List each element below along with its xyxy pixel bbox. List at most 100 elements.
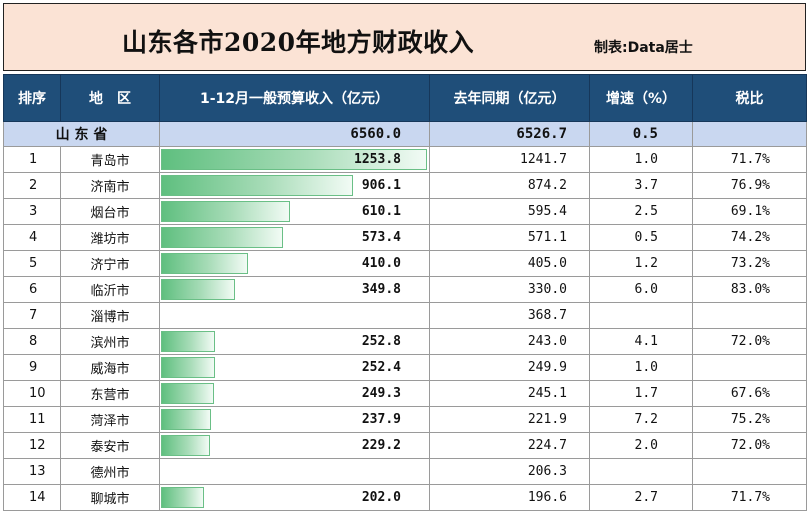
- header-growth[interactable]: 增速（%）: [589, 74, 693, 122]
- province-growth[interactable]: 0.5: [589, 121, 693, 147]
- growth-cell[interactable]: 1.0: [589, 354, 693, 381]
- city-cell[interactable]: 济南市: [60, 172, 160, 199]
- header-tax[interactable]: 税比: [692, 74, 807, 122]
- revenue-cell[interactable]: 229.2: [159, 432, 430, 459]
- prev-cell[interactable]: 206.3: [429, 458, 590, 485]
- table-row[interactable]: 12 泰安市 229.2 224.7 2.0 72.0%: [3, 432, 807, 459]
- prev-cell[interactable]: 595.4: [429, 198, 590, 225]
- revenue-cell[interactable]: 410.0: [159, 250, 430, 277]
- table-row[interactable]: 5 济宁市 410.0 405.0 1.2 73.2%: [3, 250, 807, 277]
- city-cell[interactable]: 东营市: [60, 380, 160, 407]
- tax-cell[interactable]: 71.7%: [692, 146, 807, 173]
- tax-cell[interactable]: 67.6%: [692, 380, 807, 407]
- rank-cell[interactable]: 8: [3, 328, 61, 355]
- header-rank[interactable]: 排序: [3, 74, 61, 122]
- prev-cell[interactable]: 1241.7: [429, 146, 590, 173]
- growth-cell[interactable]: [589, 302, 693, 329]
- city-cell[interactable]: 淄博市: [60, 302, 160, 329]
- table-row[interactable]: 7 淄博市 368.7: [3, 302, 807, 329]
- revenue-cell[interactable]: 349.8: [159, 276, 430, 303]
- revenue-cell[interactable]: 252.8: [159, 328, 430, 355]
- city-cell[interactable]: 临沂市: [60, 276, 160, 303]
- header-revenue[interactable]: 1-12月一般预算收入（亿元）: [159, 74, 430, 122]
- rank-cell[interactable]: 6: [3, 276, 61, 303]
- rank-cell[interactable]: 12: [3, 432, 61, 459]
- table-row[interactable]: 4 潍坊市 573.4 571.1 0.5 74.2%: [3, 224, 807, 251]
- growth-cell[interactable]: [589, 458, 693, 485]
- rank-cell[interactable]: 7: [3, 302, 61, 329]
- revenue-cell[interactable]: 610.1: [159, 198, 430, 225]
- rank-cell[interactable]: 9: [3, 354, 61, 381]
- revenue-cell[interactable]: 202.0: [159, 484, 430, 511]
- table-row[interactable]: 14 聊城市 202.0 196.6 2.7 71.7%: [3, 484, 807, 511]
- growth-cell[interactable]: 2.7: [589, 484, 693, 511]
- growth-cell[interactable]: 3.7: [589, 172, 693, 199]
- city-cell[interactable]: 菏泽市: [60, 406, 160, 433]
- city-cell[interactable]: 滨州市: [60, 328, 160, 355]
- prev-cell[interactable]: 405.0: [429, 250, 590, 277]
- prev-cell[interactable]: 330.0: [429, 276, 590, 303]
- tax-cell[interactable]: 69.1%: [692, 198, 807, 225]
- tax-cell[interactable]: [692, 302, 807, 329]
- province-revenue[interactable]: 6560.0: [159, 121, 430, 147]
- prev-cell[interactable]: 249.9: [429, 354, 590, 381]
- city-cell[interactable]: 泰安市: [60, 432, 160, 459]
- growth-cell[interactable]: 6.0: [589, 276, 693, 303]
- table-row[interactable]: 1 青岛市 1253.8 1241.7 1.0 71.7%: [3, 146, 807, 173]
- prev-cell[interactable]: 874.2: [429, 172, 590, 199]
- header-prev[interactable]: 去年同期（亿元）: [429, 74, 590, 122]
- table-row[interactable]: 10 东营市 249.3 245.1 1.7 67.6%: [3, 380, 807, 407]
- province-prev[interactable]: 6526.7: [429, 121, 590, 147]
- tax-cell[interactable]: 76.9%: [692, 172, 807, 199]
- rank-cell[interactable]: 11: [3, 406, 61, 433]
- table-row[interactable]: 6 临沂市 349.8 330.0 6.0 83.0%: [3, 276, 807, 303]
- province-name[interactable]: 山 东 省: [3, 121, 160, 147]
- tax-cell[interactable]: 73.2%: [692, 250, 807, 277]
- growth-cell[interactable]: 1.2: [589, 250, 693, 277]
- table-row[interactable]: 9 威海市 252.4 249.9 1.0: [3, 354, 807, 381]
- table-row[interactable]: 3 烟台市 610.1 595.4 2.5 69.1%: [3, 198, 807, 225]
- city-cell[interactable]: 德州市: [60, 458, 160, 485]
- tax-cell[interactable]: 75.2%: [692, 406, 807, 433]
- revenue-cell[interactable]: 249.3: [159, 380, 430, 407]
- tax-cell[interactable]: [692, 354, 807, 381]
- city-cell[interactable]: 威海市: [60, 354, 160, 381]
- revenue-cell[interactable]: [159, 458, 430, 485]
- table-row[interactable]: 13 德州市 206.3: [3, 458, 807, 485]
- prev-cell[interactable]: 368.7: [429, 302, 590, 329]
- city-cell[interactable]: 青岛市: [60, 146, 160, 173]
- rank-cell[interactable]: 3: [3, 198, 61, 225]
- prev-cell[interactable]: 224.7: [429, 432, 590, 459]
- growth-cell[interactable]: 7.2: [589, 406, 693, 433]
- city-cell[interactable]: 聊城市: [60, 484, 160, 511]
- prev-cell[interactable]: 196.6: [429, 484, 590, 511]
- tax-cell[interactable]: 83.0%: [692, 276, 807, 303]
- table-row[interactable]: 2 济南市 906.1 874.2 3.7 76.9%: [3, 172, 807, 199]
- growth-cell[interactable]: 4.1: [589, 328, 693, 355]
- city-cell[interactable]: 潍坊市: [60, 224, 160, 251]
- tax-cell[interactable]: 72.0%: [692, 432, 807, 459]
- revenue-cell[interactable]: 1253.8: [159, 146, 430, 173]
- revenue-cell[interactable]: 237.9: [159, 406, 430, 433]
- tax-cell[interactable]: 72.0%: [692, 328, 807, 355]
- rank-cell[interactable]: 1: [3, 146, 61, 173]
- table-row[interactable]: 8 滨州市 252.8 243.0 4.1 72.0%: [3, 328, 807, 355]
- rank-cell[interactable]: 10: [3, 380, 61, 407]
- rank-cell[interactable]: 2: [3, 172, 61, 199]
- revenue-cell[interactable]: 573.4: [159, 224, 430, 251]
- rank-cell[interactable]: 14: [3, 484, 61, 511]
- rank-cell[interactable]: 4: [3, 224, 61, 251]
- revenue-cell[interactable]: 906.1: [159, 172, 430, 199]
- revenue-cell[interactable]: 252.4: [159, 354, 430, 381]
- growth-cell[interactable]: 2.5: [589, 198, 693, 225]
- revenue-cell[interactable]: [159, 302, 430, 329]
- province-row[interactable]: 山 东 省 6560.0 6526.7 0.5: [3, 121, 807, 147]
- prev-cell[interactable]: 221.9: [429, 406, 590, 433]
- header-region[interactable]: 地 区: [60, 74, 160, 122]
- tax-cell[interactable]: [692, 458, 807, 485]
- city-cell[interactable]: 烟台市: [60, 198, 160, 225]
- prev-cell[interactable]: 245.1: [429, 380, 590, 407]
- rank-cell[interactable]: 13: [3, 458, 61, 485]
- growth-cell[interactable]: 2.0: [589, 432, 693, 459]
- growth-cell[interactable]: 1.7: [589, 380, 693, 407]
